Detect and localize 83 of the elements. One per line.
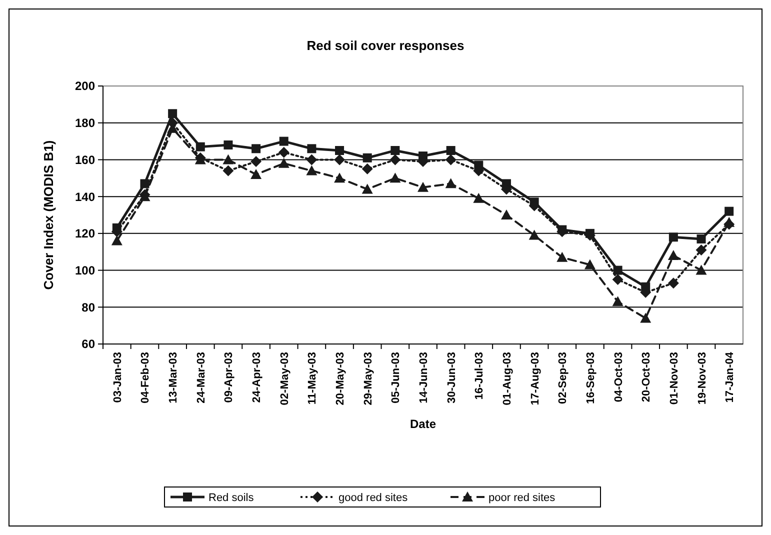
point [528, 230, 540, 240]
point [556, 252, 568, 262]
x-tick-label: 14-Jun-03 [418, 352, 430, 404]
point [306, 165, 318, 176]
y-tick-label: 120 [74, 226, 96, 241]
point [250, 156, 262, 168]
x-tick-label: 17-Jan-04 [724, 351, 736, 403]
point [668, 232, 678, 242]
point [140, 179, 150, 188]
point [307, 144, 316, 154]
point [473, 192, 484, 203]
point [500, 210, 512, 220]
y-tick-label: 180 [74, 116, 96, 130]
point [279, 136, 288, 146]
point [724, 216, 735, 227]
point [390, 146, 400, 155]
x-tick-label: 04-Feb-03 [140, 352, 152, 404]
x-axis-title: Date [410, 417, 436, 431]
y-tick-label: 200 [74, 79, 96, 94]
point [362, 163, 373, 174]
x-tick-label: 20-May-03 [334, 352, 347, 406]
point [278, 146, 290, 158]
point [224, 140, 233, 150]
point [696, 264, 707, 275]
point [362, 184, 373, 194]
point [445, 154, 456, 166]
point [696, 234, 706, 244]
point [390, 172, 401, 183]
chart-title: Red soil cover responses [306, 38, 464, 53]
point [668, 250, 679, 260]
point [168, 109, 178, 118]
x-tick-label: 16-Jul-03 [474, 352, 486, 400]
y-tick-label: 60 [82, 337, 96, 352]
point [196, 142, 205, 152]
x-tick-label: 13-Mar-03 [168, 352, 180, 404]
x-tick-label: 24-Mar-03 [195, 352, 208, 404]
x-tick-label: 01-Nov-03 [668, 352, 680, 405]
point [696, 244, 707, 256]
x-tick-label: 24-Apr-03 [251, 352, 264, 403]
point [250, 168, 262, 179]
x-tick-label: 03-Jan-03 [112, 352, 124, 403]
point [612, 274, 624, 285]
point [584, 259, 596, 270]
x-tick-label: 30-Jun-03 [446, 352, 458, 404]
y-tick-label: 140 [74, 190, 96, 204]
point [613, 266, 622, 275]
y-tick-label: 160 [74, 152, 96, 167]
point [724, 206, 734, 216]
x-tick-label: 29-May-03 [362, 352, 374, 406]
x-tick-label: 04-Oct-03 [612, 352, 625, 402]
y-axis-title: Cover Index (MODIS B1) [41, 140, 56, 290]
x-tick-label: 02-May-03 [278, 352, 291, 406]
point [335, 146, 344, 155]
point [390, 154, 401, 166]
point [222, 154, 234, 164]
point [334, 154, 346, 166]
point [668, 278, 679, 289]
point [252, 144, 261, 154]
x-tick-label: 01-Aug-03 [501, 352, 514, 406]
x-tick-label: 19-Nov-03 [696, 352, 708, 405]
point [111, 235, 122, 246]
x-tick-label: 16-Sep-03 [584, 352, 597, 404]
y-tick-label: 100 [74, 263, 96, 278]
x-tick-label: 11-May-03 [306, 352, 319, 405]
x-tick-label: 02-Sep-03 [557, 352, 570, 404]
point [362, 153, 372, 162]
point [445, 178, 456, 188]
point [222, 165, 234, 176]
legend-label: poor red sites [488, 492, 556, 504]
y-tick-label: 80 [82, 300, 96, 314]
x-tick-label: 09-Apr-03 [223, 352, 236, 403]
legend-label: good red sites [338, 492, 408, 504]
point [446, 146, 456, 155]
point [612, 296, 624, 306]
x-tick-label: 20-Oct-03 [640, 352, 653, 402]
point [306, 154, 318, 166]
point [334, 172, 346, 183]
point [418, 182, 428, 192]
legend-label: Red soils [208, 492, 254, 504]
x-tick-label: 05-Jun-03 [390, 352, 402, 404]
point [640, 312, 652, 323]
point [278, 158, 290, 168]
x-tick-label: 17-Aug-03 [529, 352, 542, 406]
